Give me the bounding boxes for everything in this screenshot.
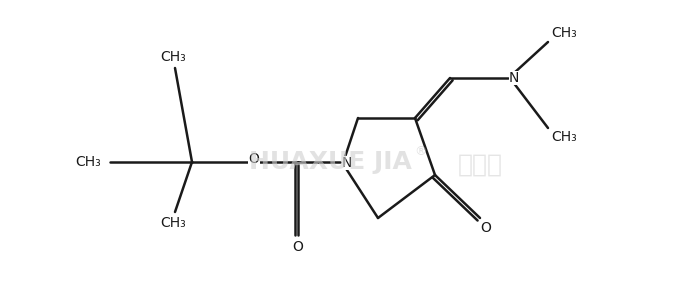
Text: CH₃: CH₃ [160, 50, 186, 64]
Text: ®: ® [414, 146, 426, 158]
Text: CH₃: CH₃ [551, 26, 577, 40]
Text: CH₃: CH₃ [551, 130, 577, 144]
Text: O: O [481, 221, 491, 235]
Text: HUAXUE JIA: HUAXUE JIA [248, 150, 412, 174]
Text: CH₃: CH₃ [160, 216, 186, 230]
Text: N: N [509, 71, 519, 85]
Text: N: N [342, 156, 352, 170]
Text: O: O [248, 152, 259, 166]
Text: CH₃: CH₃ [75, 155, 101, 169]
Text: 化学加: 化学加 [458, 153, 502, 177]
Text: O: O [292, 240, 304, 254]
